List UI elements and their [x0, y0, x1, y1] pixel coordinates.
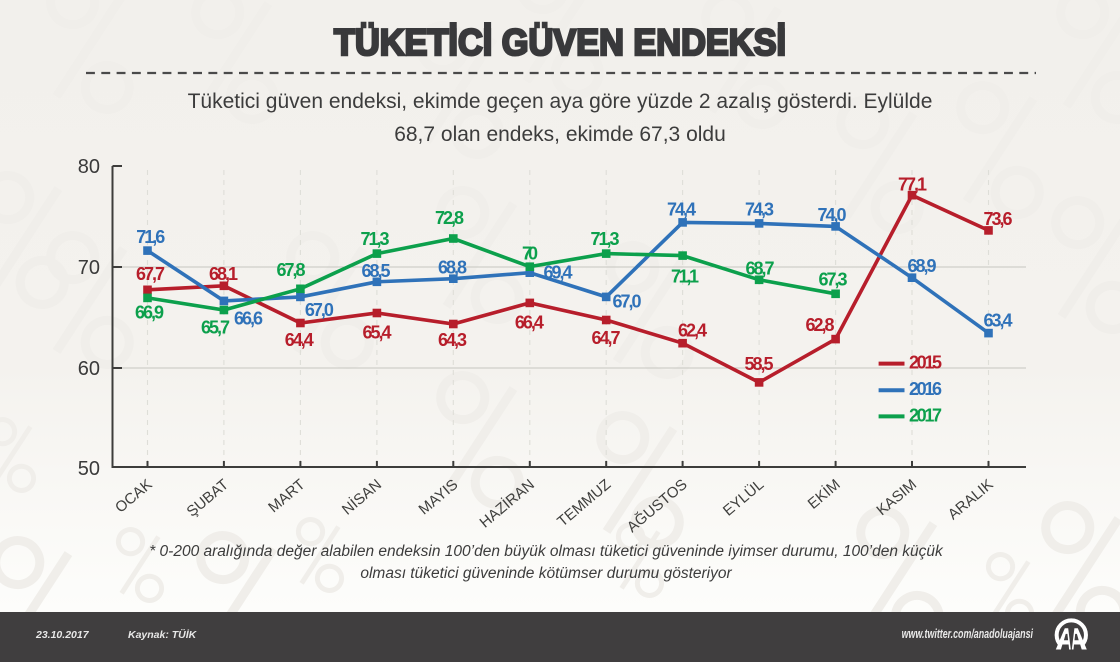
svg-text:77,1: 77,1	[898, 175, 927, 195]
svg-text:66,9: 66,9	[135, 303, 164, 323]
svg-text:65,7: 65,7	[201, 318, 230, 338]
svg-text:70: 70	[78, 257, 100, 279]
svg-text:62,8: 62,8	[806, 315, 835, 335]
svg-text:67,8: 67,8	[277, 260, 306, 280]
svg-text:65,4: 65,4	[363, 323, 392, 343]
svg-text:68,9: 68,9	[908, 256, 937, 276]
svg-text:74,0: 74,0	[818, 205, 847, 225]
svg-text:68,5: 68,5	[362, 261, 391, 281]
svg-text:64,7: 64,7	[592, 328, 621, 348]
svg-text:63,4: 63,4	[984, 311, 1013, 331]
svg-text:66,6: 66,6	[234, 309, 263, 329]
svg-text:72,8: 72,8	[435, 208, 464, 228]
svg-text:OCAK: OCAK	[112, 476, 155, 516]
svg-text:71,1: 71,1	[671, 267, 699, 287]
svg-text:67,0: 67,0	[613, 292, 642, 312]
svg-text:ŞUBAT: ŞUBAT	[184, 476, 232, 520]
svg-text:71,3: 71,3	[591, 229, 620, 249]
svg-text:67,7: 67,7	[136, 264, 165, 284]
svg-text:KASIM: KASIM	[873, 476, 920, 519]
svg-text:EKİM: EKİM	[804, 475, 844, 512]
svg-text:HAZİRAN: HAZİRAN	[476, 475, 538, 531]
svg-text:MAYIS: MAYIS	[416, 476, 462, 518]
svg-text:67,3: 67,3	[819, 270, 848, 290]
svg-text:50: 50	[78, 458, 100, 480]
svg-text:TEMMUZ: TEMMUZ	[554, 476, 614, 530]
svg-text:73,6: 73,6	[984, 209, 1013, 229]
svg-text:67,0: 67,0	[305, 300, 334, 320]
svg-text:2015: 2015	[909, 353, 942, 373]
svg-text:64,4: 64,4	[285, 330, 314, 350]
svg-text:2017: 2017	[909, 405, 942, 425]
svg-text:MART: MART	[265, 476, 308, 516]
svg-text:66,4: 66,4	[515, 313, 544, 333]
svg-text:64,3: 64,3	[438, 330, 467, 350]
svg-text:71,3: 71,3	[361, 229, 390, 249]
svg-text:58,5: 58,5	[745, 354, 774, 374]
svg-text:NİSAN: NİSAN	[338, 475, 385, 518]
svg-text:68,7: 68,7	[746, 259, 775, 279]
svg-text:AĞUSTOS: AĞUSTOS	[624, 476, 691, 536]
svg-text:68,8: 68,8	[438, 258, 467, 278]
svg-text:2016: 2016	[909, 379, 942, 399]
svg-text:69,4: 69,4	[544, 263, 573, 283]
svg-text:68,1: 68,1	[209, 264, 238, 284]
svg-text:ARALIK: ARALIK	[945, 476, 997, 523]
svg-text:71,6: 71,6	[136, 227, 165, 247]
svg-text:EYLÜL: EYLÜL	[719, 475, 767, 519]
svg-text:74,4: 74,4	[667, 200, 696, 220]
svg-text:80: 80	[78, 156, 100, 178]
svg-text:70: 70	[522, 244, 538, 264]
svg-text:62,4: 62,4	[678, 321, 707, 341]
svg-text:74,3: 74,3	[745, 200, 774, 220]
svg-text:60: 60	[78, 358, 100, 380]
svg-text:TÜKETİCİ GÜVEN ENDEKSİ: TÜKETİCİ GÜVEN ENDEKSİ	[334, 22, 786, 63]
